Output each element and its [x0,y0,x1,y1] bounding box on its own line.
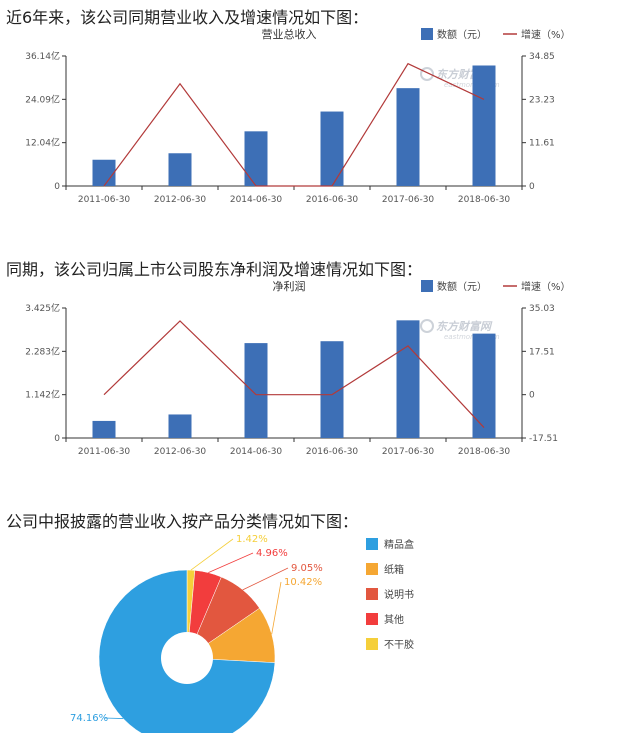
watermark-text: 东方财富网 [436,320,493,333]
x-tick-label: 2016-06-30 [306,447,359,457]
pie-slice-label: 10.42% [284,577,322,588]
legend-label: 精品盒 [384,538,414,551]
bar [396,88,420,186]
y-right-tick-label: 23.23 [529,95,555,105]
x-tick-label: 2014-06-30 [230,447,283,457]
bar [320,111,344,186]
bar [472,65,496,186]
section-heading-revenue: 近6年来，该公司同期营业收入及增速情况如下图： [6,8,369,27]
legend-line-label: 增速（%） [521,28,571,41]
pie-leader-line [208,552,254,573]
x-tick-label: 2011-06-30 [78,447,131,457]
bar [396,320,420,438]
growth-line [103,62,485,187]
legend-label: 纸箱 [384,563,404,576]
watermark-subtext: eastmoney.com [444,333,500,341]
x-tick-label: 2016-06-30 [306,195,359,205]
y-left-tick-label: 0 [54,434,60,444]
y-left-tick-label: 3.425亿 [25,302,60,314]
watermark-subtext: eastmoney.com [444,81,500,89]
legend-label: 其他 [384,613,404,626]
legend-swatch [366,588,378,600]
legend-bar-swatch [421,280,433,292]
y-right-tick-label: 35.03 [529,304,555,314]
legend-swatch [366,538,378,550]
legend-label: 不干胶 [384,638,414,651]
bar [92,420,116,438]
legend-swatch [366,563,378,575]
y-right-tick-label: -17.51 [529,434,558,444]
y-left-tick-label: 1.142亿 [25,389,60,401]
bar [244,131,268,186]
bar [168,153,192,186]
legend-swatch [366,613,378,625]
chart-title: 营业总收入 [262,27,317,41]
x-tick-label: 2012-06-30 [154,195,207,205]
y-left-tick-label: 2.283亿 [25,345,60,357]
section-heading-profit: 同期，该公司归属上市公司股东净利润及增速情况如下图： [6,260,423,279]
legend-bar-label: 数额（元） [437,28,487,41]
growth-line [103,320,485,428]
watermark-logo-icon [420,319,434,333]
x-tick-label: 2018-06-30 [458,195,511,205]
y-right-tick-label: 17.51 [529,347,555,357]
donut-hole [161,632,213,684]
x-tick-label: 2011-06-30 [78,195,131,205]
legend-bar-swatch [421,28,433,40]
x-tick-label: 2018-06-30 [458,447,511,457]
x-tick-label: 2017-06-30 [382,195,435,205]
y-right-tick-label: 34.85 [529,52,555,62]
pie-leader-line [103,717,124,719]
y-left-tick-label: 36.14亿 [25,50,60,62]
pie-slice-label: 74.16% [70,713,108,724]
x-tick-label: 2017-06-30 [382,447,435,457]
pie-leader-line [242,567,289,591]
bar [168,414,192,438]
legend-line-label: 增速（%） [521,280,571,293]
y-left-tick-label: 24.09亿 [25,93,60,105]
legend-swatch [366,638,378,650]
pie-slice-label: 4.96% [256,548,288,559]
bar [472,333,496,438]
x-tick-label: 2012-06-30 [154,447,207,457]
pie-slice-label: 9.05% [291,563,323,574]
y-right-tick-label: 0 [529,391,535,401]
y-right-tick-label: 0 [529,182,535,192]
legend-bar-label: 数额（元） [437,280,487,293]
pie-leader-line [271,581,282,635]
bar [320,341,344,438]
legend-label: 说明书 [384,588,414,601]
pie-slice-label: 1.42% [236,534,268,545]
y-left-tick-label: 0 [54,182,60,192]
watermark-logo-icon [420,67,434,81]
x-tick-label: 2014-06-30 [230,195,283,205]
y-right-tick-label: 11.61 [529,139,555,149]
chart-title: 净利润 [273,279,306,293]
y-left-tick-label: 12.04亿 [25,137,60,149]
revenue-chart: 营业总收入 数额（元） 增速（%）东方财富网eastmoney.com012.04亿… [25,27,571,205]
pie-leader-line [190,538,234,571]
bar [92,159,116,186]
bar [244,343,268,438]
section-heading-product: 公司中报披露的营业收入按产品分类情况如下图： [6,512,359,531]
